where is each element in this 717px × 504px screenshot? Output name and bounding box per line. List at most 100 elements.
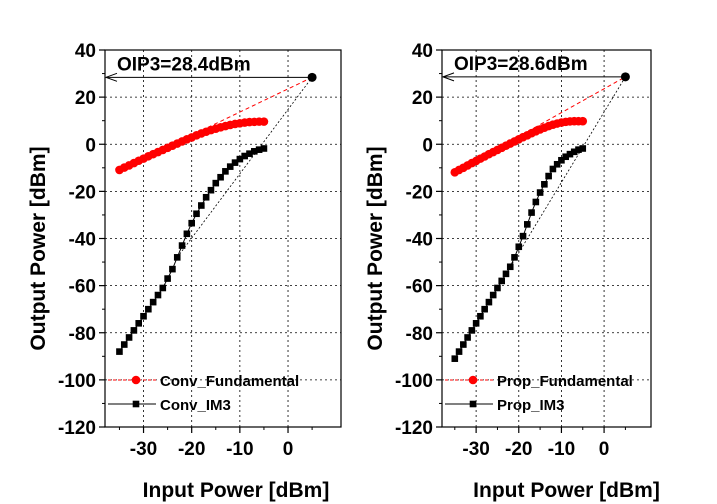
legend-label: Conv_Fundamental	[160, 373, 299, 390]
data-point	[226, 163, 234, 170]
data-point	[489, 291, 497, 299]
legend-label: Prop_IM3	[497, 397, 565, 414]
x-tick-label: -30	[130, 439, 157, 460]
data-point	[455, 348, 463, 355]
data-point	[519, 232, 527, 240]
data-point	[506, 263, 514, 271]
data-point	[562, 153, 569, 161]
y-tick-label: 20	[75, 88, 96, 109]
y-tick-label: 0	[85, 135, 96, 156]
y-tick-label: -40	[69, 230, 96, 251]
y-tick-label: 40	[75, 41, 96, 62]
data-point	[451, 355, 459, 362]
im3-extrapolation	[505, 76, 626, 275]
data-point	[511, 254, 518, 261]
data-point	[498, 277, 506, 285]
y-tick-label: -40	[406, 230, 433, 251]
y-tick-label: -20	[69, 182, 96, 203]
x-tick-label: -20	[178, 439, 205, 460]
data-point	[188, 219, 195, 227]
data-point	[541, 181, 548, 188]
data-point	[502, 270, 510, 278]
y-axis-label: Output Power [dBm]	[27, 146, 50, 350]
data-point	[116, 348, 123, 355]
y-tick-label: -60	[69, 277, 96, 298]
data-point	[202, 193, 210, 201]
data-point	[472, 320, 480, 327]
data-point	[236, 155, 244, 163]
data-point	[231, 159, 239, 166]
legend-marker	[468, 375, 478, 385]
x-tick-label: -10	[548, 439, 575, 460]
data-point	[460, 341, 467, 348]
data-point	[149, 298, 157, 306]
data-point	[553, 160, 561, 168]
chart-panel-2: -30 -20 -10 0-120-100-80-60-40-2002040Input…	[364, 41, 660, 502]
data-point	[464, 334, 471, 341]
y-axis-label: Output Power [dBm]	[364, 146, 387, 350]
data-point	[222, 168, 229, 175]
x-axis-label: Input Power [dBm]	[143, 479, 330, 502]
x-tick-label: -20	[505, 439, 532, 460]
data-point	[260, 145, 268, 152]
data-point	[207, 186, 215, 194]
y-tick-label: -60	[406, 277, 433, 298]
data-point	[570, 148, 578, 156]
data-point	[154, 291, 162, 299]
y-tick-label: 20	[412, 88, 433, 109]
data-point	[212, 179, 220, 187]
fundamental-extrapolation	[454, 76, 626, 173]
x-tick-label: -30	[462, 439, 489, 460]
x-tick-label: 0	[283, 439, 294, 460]
data-point	[159, 284, 167, 292]
data-point	[130, 327, 138, 334]
data-point	[468, 327, 476, 334]
y-tick-label: -100	[58, 371, 96, 392]
data-point	[183, 230, 191, 238]
data-point	[251, 148, 258, 155]
y-tick-label: 40	[412, 41, 433, 62]
data-point	[578, 116, 588, 126]
y-tick-label: -120	[58, 418, 96, 439]
data-point	[246, 150, 253, 157]
oip3-arrow-head	[104, 72, 118, 82]
data-point	[494, 284, 501, 292]
data-point	[536, 189, 544, 196]
data-point	[173, 254, 181, 261]
data-point	[579, 145, 587, 152]
data-point	[259, 117, 269, 126]
data-point	[515, 243, 523, 251]
data-point	[477, 312, 484, 320]
y-tick-label: -120	[395, 418, 433, 439]
data-point	[217, 173, 224, 181]
legend-marker	[469, 400, 477, 408]
data-point	[545, 172, 552, 180]
data-point	[178, 242, 186, 249]
legend-marker	[131, 375, 141, 385]
oip3-arrow-head	[441, 72, 455, 82]
data-point	[528, 209, 535, 216]
legend-label: Prop_Fundamental	[497, 373, 633, 390]
y-tick-label: -100	[395, 371, 433, 392]
data-point	[566, 150, 574, 158]
oip3-annotation: OIP3=28.6dBm	[454, 54, 588, 75]
data-point	[140, 312, 147, 320]
y-tick-label: -80	[406, 324, 433, 345]
data-point	[135, 320, 143, 327]
data-point	[125, 334, 133, 341]
data-point	[549, 165, 557, 173]
data-point	[532, 198, 540, 206]
data-point	[241, 152, 248, 160]
data-point	[255, 146, 263, 153]
data-point	[193, 210, 200, 218]
chart-panel-1: -30 -20 -10 0-120-100-80-60-40-2002040Input…	[27, 41, 342, 502]
data-point	[145, 305, 152, 313]
y-tick-label: 0	[422, 135, 433, 156]
x-tick-label: 0	[599, 439, 610, 460]
legend-marker	[132, 400, 140, 408]
y-tick-label: -20	[406, 182, 433, 203]
x-axis-label: Input Power [dBm]	[473, 479, 660, 502]
data-point	[524, 221, 531, 228]
data-point	[169, 265, 176, 273]
